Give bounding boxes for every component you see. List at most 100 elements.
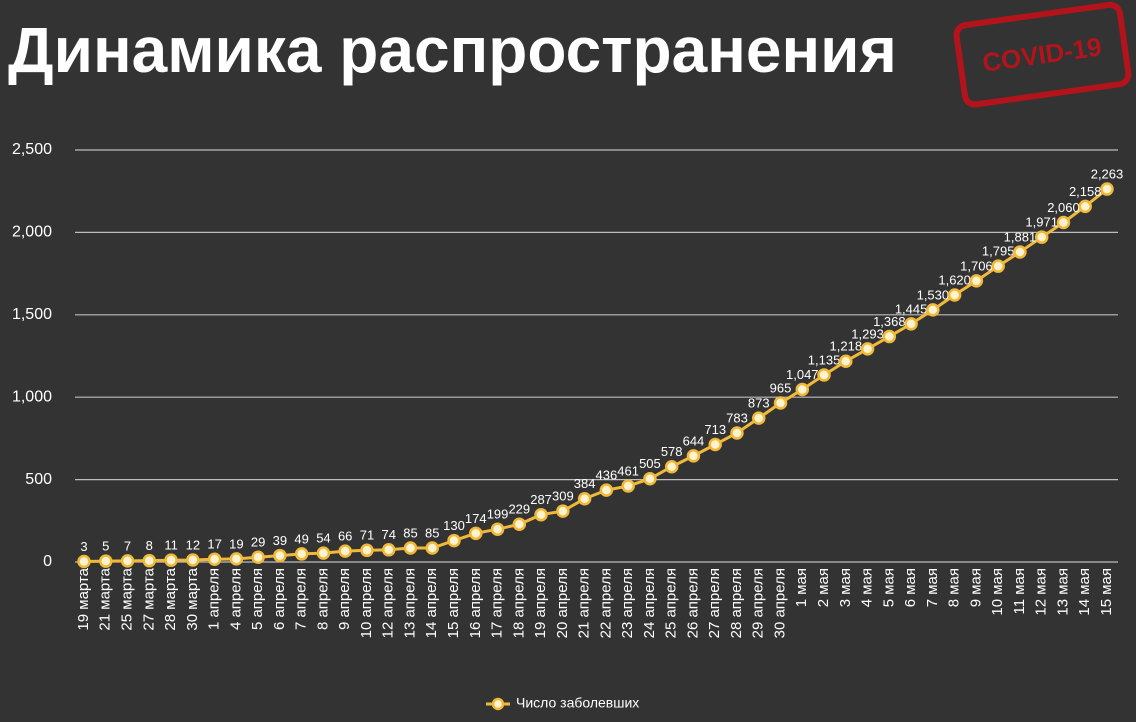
data-label: 1,218 xyxy=(830,339,863,354)
x-tick-label: 3 мая xyxy=(837,568,854,607)
x-tick-label: 7 апреля xyxy=(293,568,310,630)
data-label: 1,620 xyxy=(938,272,971,287)
data-point xyxy=(1056,215,1071,230)
x-tick-label: 12 мая xyxy=(1033,568,1050,616)
data-point xyxy=(77,554,91,569)
data-label: 130 xyxy=(443,518,465,533)
data-point xyxy=(403,541,418,555)
data-label: 873 xyxy=(748,396,770,411)
x-tick-label: 27 апреля xyxy=(706,568,723,638)
data-point xyxy=(969,274,984,288)
data-label: 644 xyxy=(683,433,705,448)
data-label: 71 xyxy=(360,528,374,543)
data-point xyxy=(991,259,1005,273)
data-point xyxy=(664,459,679,474)
data-label: 1,706 xyxy=(960,258,993,273)
data-label: 436 xyxy=(596,468,618,483)
data-label: 49 xyxy=(294,531,308,546)
x-tick-label: 24 апреля xyxy=(641,568,658,638)
data-point xyxy=(708,437,722,452)
data-label: 66 xyxy=(338,529,352,544)
data-point xyxy=(817,368,831,382)
data-label: 1,881 xyxy=(1004,229,1037,244)
data-point xyxy=(490,522,505,536)
data-label: 8 xyxy=(146,538,153,553)
data-point xyxy=(730,426,744,440)
x-tick-label: 2 мая xyxy=(815,568,832,607)
data-point xyxy=(860,342,875,356)
x-tick-label: 7 мая xyxy=(924,568,941,607)
x-tick-label: 25 марта xyxy=(119,567,136,630)
data-point xyxy=(99,554,113,568)
data-label: 85 xyxy=(403,525,417,540)
y-tick-label: 2,000 xyxy=(12,224,52,241)
data-label: 384 xyxy=(574,476,596,491)
legend-marker xyxy=(491,697,505,711)
x-tick-label: 26 апреля xyxy=(684,568,701,638)
x-tick-label: 29 апреля xyxy=(750,568,767,638)
data-label: 17 xyxy=(207,537,221,552)
x-tick-label: 18 апреля xyxy=(510,568,527,638)
data-point xyxy=(556,504,570,518)
x-tick-label: 16 апреля xyxy=(467,568,484,638)
data-point xyxy=(142,553,157,568)
data-label: 461 xyxy=(617,463,639,478)
data-point xyxy=(621,479,635,493)
data-label: 74 xyxy=(381,527,395,542)
x-tick-label: 5 апреля xyxy=(249,568,266,630)
x-tick-label: 11 мая xyxy=(1011,568,1028,615)
x-tick-label: 30 апреля xyxy=(771,568,788,638)
data-point xyxy=(469,526,483,541)
data-point xyxy=(534,507,548,522)
data-label: 199 xyxy=(487,507,509,522)
data-label: 965 xyxy=(770,380,792,395)
data-label: 287 xyxy=(530,492,552,507)
data-label: 12 xyxy=(186,537,200,552)
x-tick-label: 25 апреля xyxy=(663,568,680,638)
x-tick-label: 5 мая xyxy=(880,568,897,607)
data-point xyxy=(360,543,374,558)
x-tick-label: 21 марта xyxy=(97,567,114,630)
data-point xyxy=(1078,199,1092,214)
x-tick-label: 14 апреля xyxy=(423,568,440,638)
data-label: 54 xyxy=(316,531,330,546)
data-point xyxy=(839,354,853,369)
x-tick-label: 4 апреля xyxy=(227,568,244,630)
x-tick-label: 6 мая xyxy=(902,568,919,607)
data-label: 2,158 xyxy=(1069,184,1102,199)
data-point xyxy=(1034,230,1049,244)
y-tick-label: 2,500 xyxy=(12,141,52,158)
x-tick-label: 28 марта xyxy=(162,567,179,630)
data-label: 1,293 xyxy=(851,326,884,341)
data-label: 11 xyxy=(164,538,178,553)
data-point xyxy=(273,548,287,563)
data-label: 174 xyxy=(465,511,487,526)
data-point xyxy=(947,288,962,302)
x-tick-label: 15 апреля xyxy=(445,568,462,638)
x-tick-label: 19 апреля xyxy=(532,568,549,638)
data-point xyxy=(512,517,527,532)
data-label: 1,795 xyxy=(982,244,1015,259)
x-tick-label: 9 мая xyxy=(967,568,984,607)
data-point xyxy=(882,329,897,344)
data-point xyxy=(795,382,810,397)
data-label: 5 xyxy=(102,539,109,554)
x-tick-label: 22 апреля xyxy=(597,568,614,638)
data-point xyxy=(316,546,331,560)
data-label: 229 xyxy=(508,502,530,517)
x-tick-label: 13 мая xyxy=(1054,568,1071,616)
y-tick-label: 1,000 xyxy=(12,388,52,405)
chart-title: Динамика распространения xyxy=(8,14,897,86)
data-point xyxy=(686,449,701,463)
data-point xyxy=(773,396,788,410)
x-tick-label: 4 мая xyxy=(859,568,876,607)
x-tick-label: 10 мая xyxy=(989,568,1006,616)
data-label: 1,445 xyxy=(895,301,928,316)
data-point xyxy=(751,411,766,425)
data-label: 1,368 xyxy=(873,314,906,329)
x-tick-label: 13 апреля xyxy=(401,568,418,638)
legend-label: Число заболевших xyxy=(516,695,639,711)
data-point xyxy=(447,533,461,548)
x-tick-label: 28 апреля xyxy=(728,568,745,638)
x-tick-label: 8 апреля xyxy=(314,568,331,630)
